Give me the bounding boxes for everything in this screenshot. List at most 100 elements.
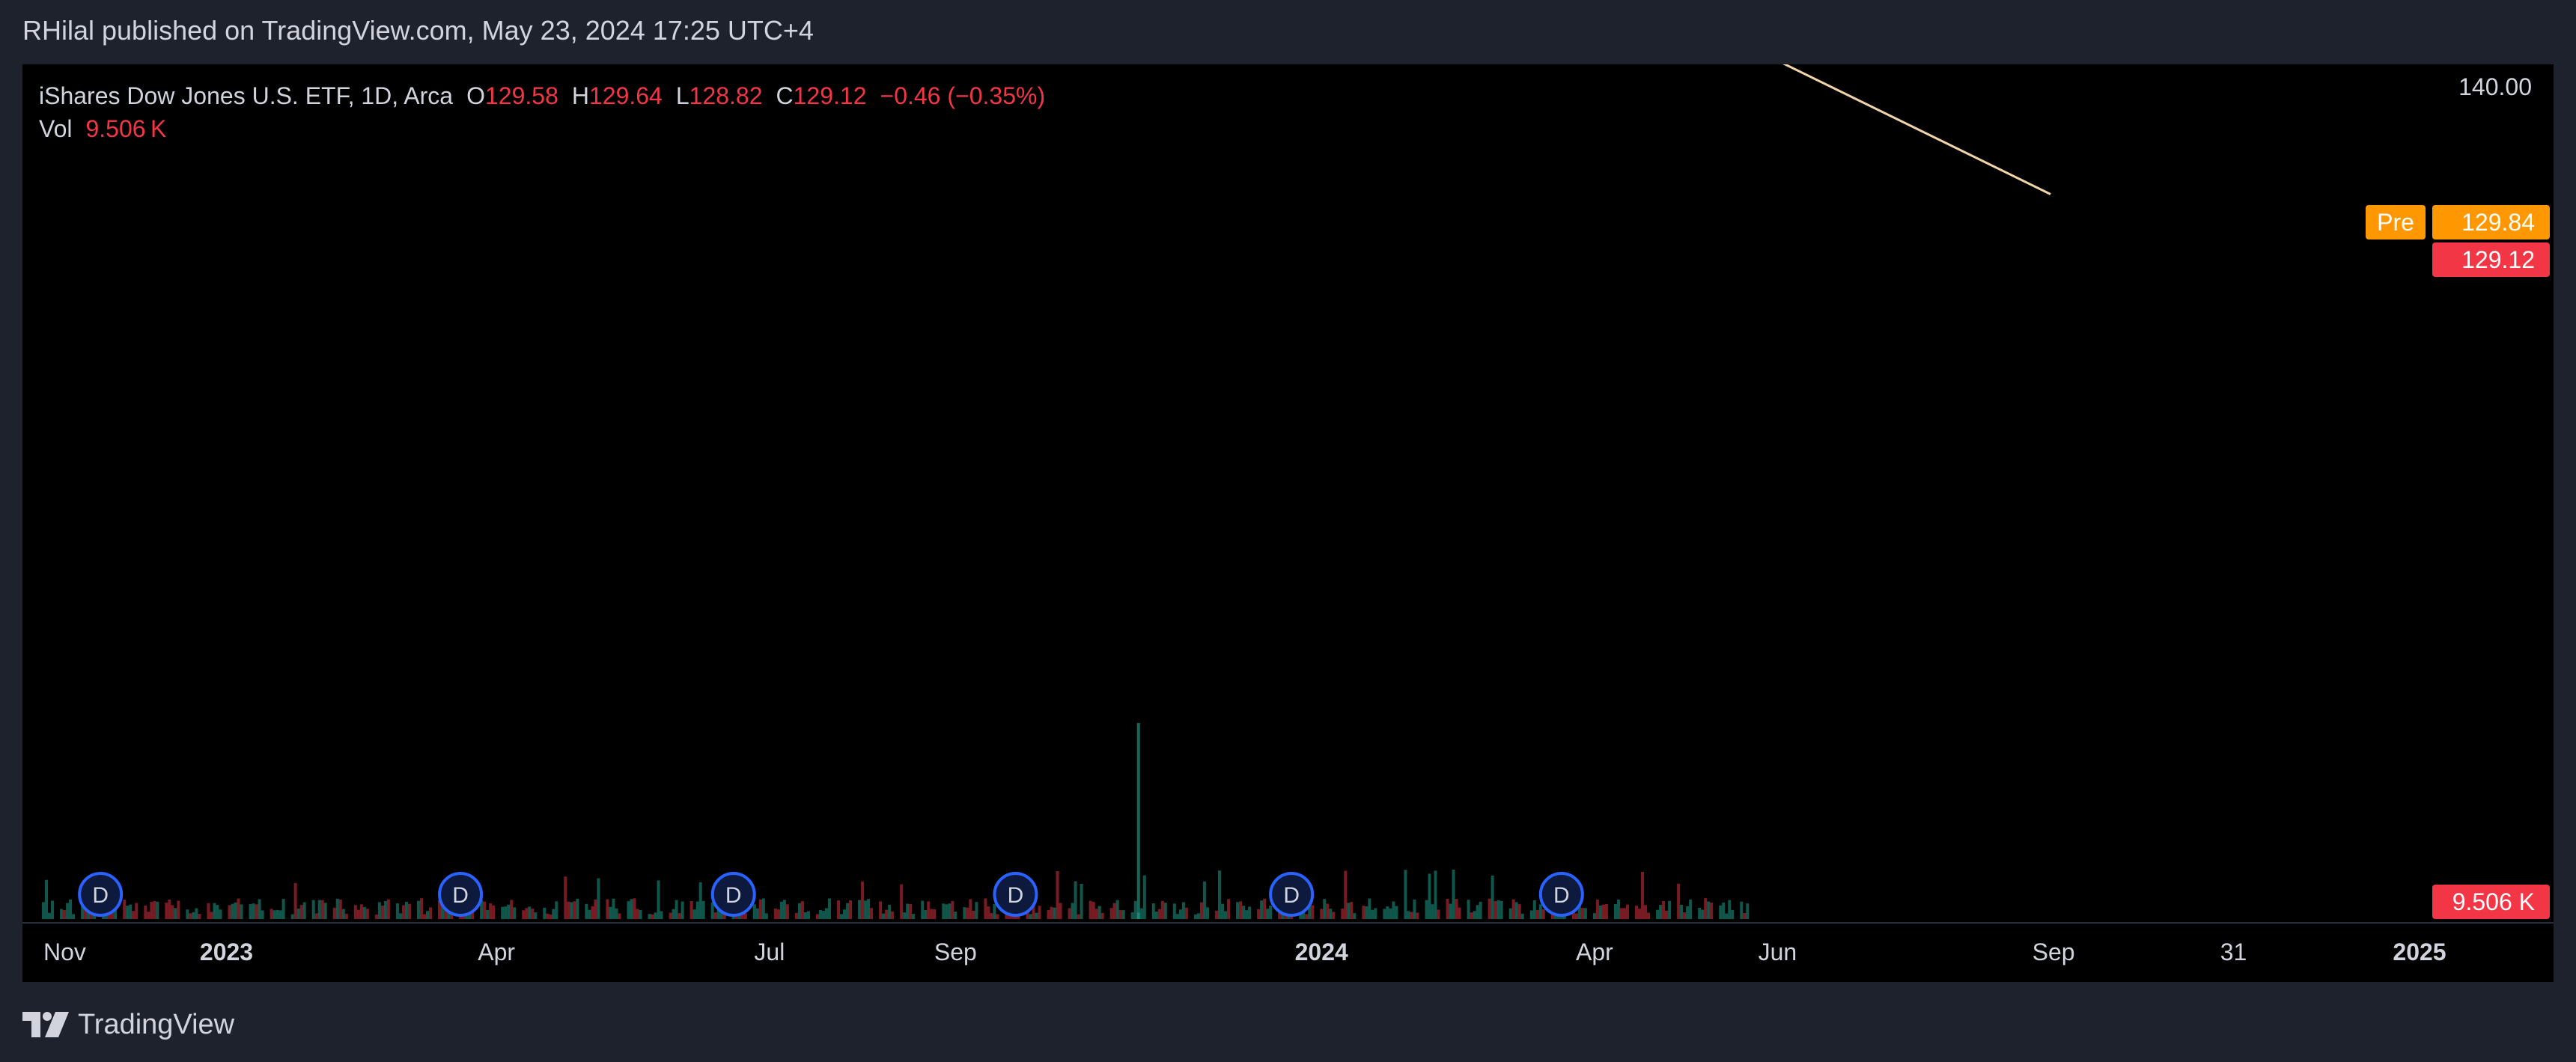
volume-bar: [1728, 900, 1732, 919]
volume-bar: [969, 899, 972, 919]
volume-bar: [1626, 904, 1629, 919]
volume-bar: [846, 903, 850, 919]
volume-bar: [639, 909, 642, 919]
volume-bar: [114, 903, 118, 919]
volume-bar: [1622, 908, 1626, 919]
price-chart[interactable]: D D D D D D 140.00124.00119.00115.00111.00107.…: [22, 64, 2554, 982]
volume-bar: [945, 904, 949, 919]
volume-bar: [1305, 914, 1309, 919]
time-tick-label: Sep: [2033, 939, 2075, 965]
dividend-marker[interactable]: D: [1538, 872, 1584, 917]
premarket-badge[interactable]: Pre 129.84: [2366, 205, 2550, 239]
volume-value: 9.506 K: [85, 115, 167, 142]
volume-bar: [1047, 909, 1050, 919]
volume-bar: [543, 907, 546, 919]
volume-bar: [785, 904, 789, 919]
volume-bar: [1109, 908, 1113, 919]
chart-pane[interactable]: D D D D D D 140.00124.00119.00115.00111.00107.…: [22, 64, 2554, 982]
volume-bar: [906, 903, 910, 919]
dividend-marker[interactable]: D: [993, 872, 1038, 917]
high-value: 129.64: [588, 82, 663, 109]
volume-bar: [758, 899, 762, 919]
volume-bar: [1320, 909, 1324, 919]
last-price-badge[interactable]: 129.12: [2432, 242, 2550, 277]
dividend-marker[interactable]: D: [710, 872, 756, 917]
volume-bar: [1088, 900, 1092, 919]
volume-bar: [1535, 909, 1539, 919]
volume-bar: [849, 900, 853, 919]
volume-bar: [441, 902, 445, 919]
volume-bar: [885, 909, 889, 919]
volume-bar: [1374, 908, 1377, 919]
volume-bar: [1580, 908, 1584, 919]
volume-bar: [213, 903, 216, 919]
volume-bar: [680, 901, 684, 919]
volume-bar: [1665, 910, 1669, 919]
volume-bar: [1071, 903, 1074, 919]
volume-bar: [386, 899, 390, 919]
volume-bar: [776, 909, 780, 919]
volume-bar: [1683, 912, 1687, 919]
volume-bar: [1452, 869, 1455, 919]
volume-bar: [416, 900, 420, 919]
volume-bar: [398, 913, 402, 919]
premarket-badge-label: Pre: [2377, 209, 2414, 236]
volume-bar: [966, 907, 969, 919]
open-value: 129.58: [484, 82, 558, 109]
dividend-marker[interactable]: D: [78, 872, 124, 917]
volume-bar: [1659, 905, 1663, 919]
volume-bar: [1389, 908, 1392, 919]
time-axis[interactable]: Nov 2023 Apr Jul Sep 2024 Apr Jun Sep 31 2025: [22, 922, 2554, 982]
volume-bar: [840, 914, 844, 919]
volume-bar: [1311, 905, 1315, 919]
symbol-name[interactable]: iShares Dow Jones U.S. ETF, 1D, Arca: [39, 82, 454, 109]
volume-bar: [1740, 901, 1744, 919]
volume-bar: [1029, 914, 1032, 919]
volume-bar: [654, 912, 657, 919]
volume-bar: [984, 898, 987, 919]
volume-bar: [359, 904, 363, 919]
volume-bar: [570, 902, 573, 919]
volume-bar: [320, 900, 324, 919]
volume-bar: [1308, 903, 1312, 919]
volume-bar: [1710, 903, 1714, 919]
publish-header: RHilal published on TradingView.com, May…: [0, 0, 2576, 64]
time-tick-label: Jun: [1759, 939, 1797, 965]
volume-bar: [636, 909, 639, 919]
volume-bar: [362, 906, 366, 919]
change-value: −0.46 (−0.35%): [880, 82, 1046, 109]
close-label: C: [776, 82, 794, 109]
volume-bar: [507, 904, 511, 919]
volume-bar: [1520, 913, 1524, 919]
volume-bar: [1115, 900, 1119, 919]
volume-bar: [531, 909, 535, 919]
volume-bar: [1638, 909, 1642, 919]
volume-bar: [1743, 912, 1747, 919]
volume-bar: [198, 914, 201, 919]
dividend-marker[interactable]: D: [438, 872, 484, 917]
dividend-marker[interactable]: D: [1269, 872, 1315, 917]
volume-bar: [1133, 900, 1137, 919]
volume-bar: [323, 903, 327, 919]
time-tick-label: Nov: [43, 939, 86, 965]
volume-bar: [1217, 870, 1221, 919]
price-tick-label: 140.00: [2458, 73, 2532, 100]
premarket-badge-tag: [2366, 205, 2426, 239]
volume-bar: [1097, 906, 1101, 919]
volume-bar: [1473, 911, 1476, 919]
volume-bar: [648, 914, 651, 919]
volume-badge[interactable]: 9.506 K: [2432, 885, 2550, 919]
tradingview-logo[interactable]: TradingView: [22, 1007, 234, 1042]
volume-bar: [1467, 900, 1470, 919]
volume-bar: [1353, 913, 1356, 919]
last-price-badge-box: [2432, 242, 2550, 277]
volume-bar: [192, 912, 195, 919]
volume-bar: [606, 899, 609, 919]
volume-bar: [1635, 906, 1639, 919]
volume-bar: [1491, 875, 1494, 919]
volume-bar: [1746, 903, 1750, 919]
volume-bar: [1668, 900, 1672, 919]
price-axis[interactable]: 140.00124.00119.00115.00111.00107.00103.…: [2366, 64, 2554, 923]
